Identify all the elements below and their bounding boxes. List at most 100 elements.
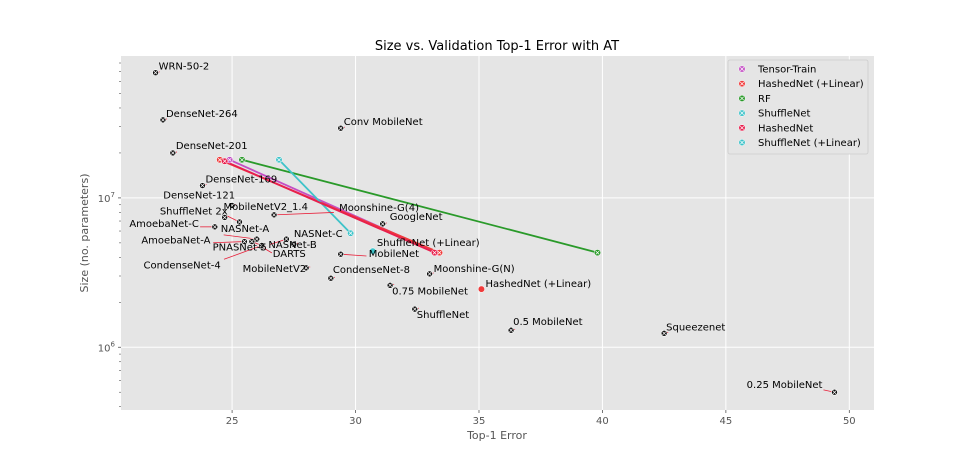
legend-box [727, 59, 869, 155]
model-label: Squeezenet [666, 322, 725, 333]
model-label: MobileNet [369, 249, 419, 260]
model-point-cross [254, 237, 259, 241]
model-points [152, 69, 838, 396]
label-arrow [213, 241, 245, 244]
series-line [241, 158, 598, 254]
legend-label: Tensor-Train [757, 65, 816, 76]
model-label: CondenseNet-4 [144, 261, 221, 272]
model-label: WRN-50-2 [159, 62, 210, 73]
legend-marker-cross [740, 81, 744, 86]
model-point-cross [329, 276, 333, 281]
model-point-cross [153, 70, 158, 75]
series-point-cross [348, 231, 353, 236]
y-tick-label: 106 [98, 340, 116, 354]
annotation-point [478, 285, 485, 293]
model-label: DenseNet-201 [176, 141, 248, 152]
model-point-cross [259, 243, 264, 248]
x-axis-label: Top-1 Error [466, 429, 527, 442]
legend-label: ShuffleNet [758, 109, 810, 120]
model-label: 0.75 MobileNet [392, 286, 468, 297]
model-point-cross [338, 126, 343, 131]
model-label: DenseNet-264 [166, 109, 238, 120]
label-arrow [274, 212, 334, 216]
label-arrow [223, 245, 262, 260]
series-point-cross [432, 250, 437, 255]
model-point-cross [161, 118, 165, 122]
series-lines [219, 158, 598, 254]
model-point-cross [200, 183, 205, 188]
model-point-cross [170, 151, 175, 155]
series-point-cross [240, 157, 244, 162]
model-label: DenseNet-121 [163, 190, 235, 201]
label-arrow [340, 253, 367, 257]
model-labels: WRN-50-2 DenseNet-264 Conv MobileNet DenseN… [129, 62, 822, 392]
x-tick-label: 30 [349, 416, 362, 427]
legend-marker-cross [740, 140, 744, 145]
legend-marker-cross [740, 67, 744, 71]
model-label: CondenseNet-8 [333, 265, 410, 276]
model-point-cross [832, 390, 837, 395]
series-point-cross [277, 157, 281, 162]
model-point-cross [509, 328, 513, 333]
model-label: 0.5 MobileNet [513, 317, 583, 328]
legend-label: RF [758, 94, 771, 105]
model-label: MobileNetV2_1.4 [224, 202, 308, 213]
model-label: AmoebaNet-A [141, 236, 210, 247]
model-point-cross [284, 237, 289, 241]
series-points [216, 156, 601, 293]
model-label: 0.25 MobileNet [747, 380, 823, 391]
annotation-label: ShuffleNet (+Linear) [377, 238, 480, 249]
model-point-cross [338, 252, 343, 257]
model-point-cross [250, 239, 254, 244]
legend: Tensor-Train HashedNet (+Linear) RF Shuffle… [727, 59, 869, 155]
x-tick-label: 40 [596, 416, 609, 427]
model-label: GoogleNet [390, 212, 443, 223]
x-tick-label: 50 [843, 416, 856, 427]
series-line [278, 159, 352, 234]
model-label: MobileNetV2 [243, 264, 307, 275]
model-point-cross [242, 239, 247, 244]
model-label: ShuffleNet [417, 310, 469, 321]
y-axis-label: Size (no. parameters) [78, 174, 91, 293]
model-point-cross [272, 213, 276, 217]
x-tick-label: 35 [473, 416, 486, 427]
x-axis-ticks: 25 30 35 40 45 50 [226, 410, 856, 427]
series-point-cross [217, 157, 222, 162]
chart-title: Size vs. Validation Top-1 Error with AT [375, 39, 619, 54]
minor-ticks [119, 62, 121, 408]
model-label: DenseNet-169 [205, 175, 277, 186]
model-point-cross [412, 307, 417, 311]
legend-label: HashedNet (+Linear) [758, 79, 864, 90]
annotation-label: HashedNet (+Linear) [485, 279, 591, 290]
series-point-cross [222, 159, 227, 164]
legend-label: ShuffleNet (+Linear) [758, 138, 861, 149]
model-label: PNASNet-5 [213, 243, 267, 254]
model-label: ShuffleNet 2x [160, 206, 228, 217]
model-point-cross [304, 266, 309, 270]
model-point-cross [237, 220, 242, 224]
x-tick-label: 45 [720, 416, 733, 427]
x-tick-label: 25 [226, 416, 239, 427]
model-label: Conv MobileNet [344, 117, 423, 128]
y-axis-ticks: 106 107 [98, 191, 121, 354]
model-point-cross [212, 225, 217, 229]
model-label: Moonshine-G(N) [434, 264, 515, 275]
model-label: DARTS [273, 249, 306, 260]
model-point-cross [427, 272, 432, 276]
model-point-cross [388, 283, 392, 288]
model-label: NASNet-A [221, 224, 270, 235]
series-point-cross [227, 157, 232, 162]
model-label: NASNet-C [294, 229, 343, 240]
model-label: NASNet-B [268, 240, 316, 251]
series-point-cross [437, 250, 442, 255]
legend-label: HashedNet [758, 123, 813, 134]
model-point-cross [662, 331, 666, 336]
annotation-point [369, 247, 377, 255]
y-tick-label: 107 [98, 191, 115, 205]
model-point-cross [230, 203, 234, 208]
model-label: AmoebaNet-C [129, 219, 198, 230]
model-point-cross [291, 242, 296, 247]
model-label: Moonshine-G(4) [339, 203, 419, 214]
model-point-cross [222, 215, 227, 220]
